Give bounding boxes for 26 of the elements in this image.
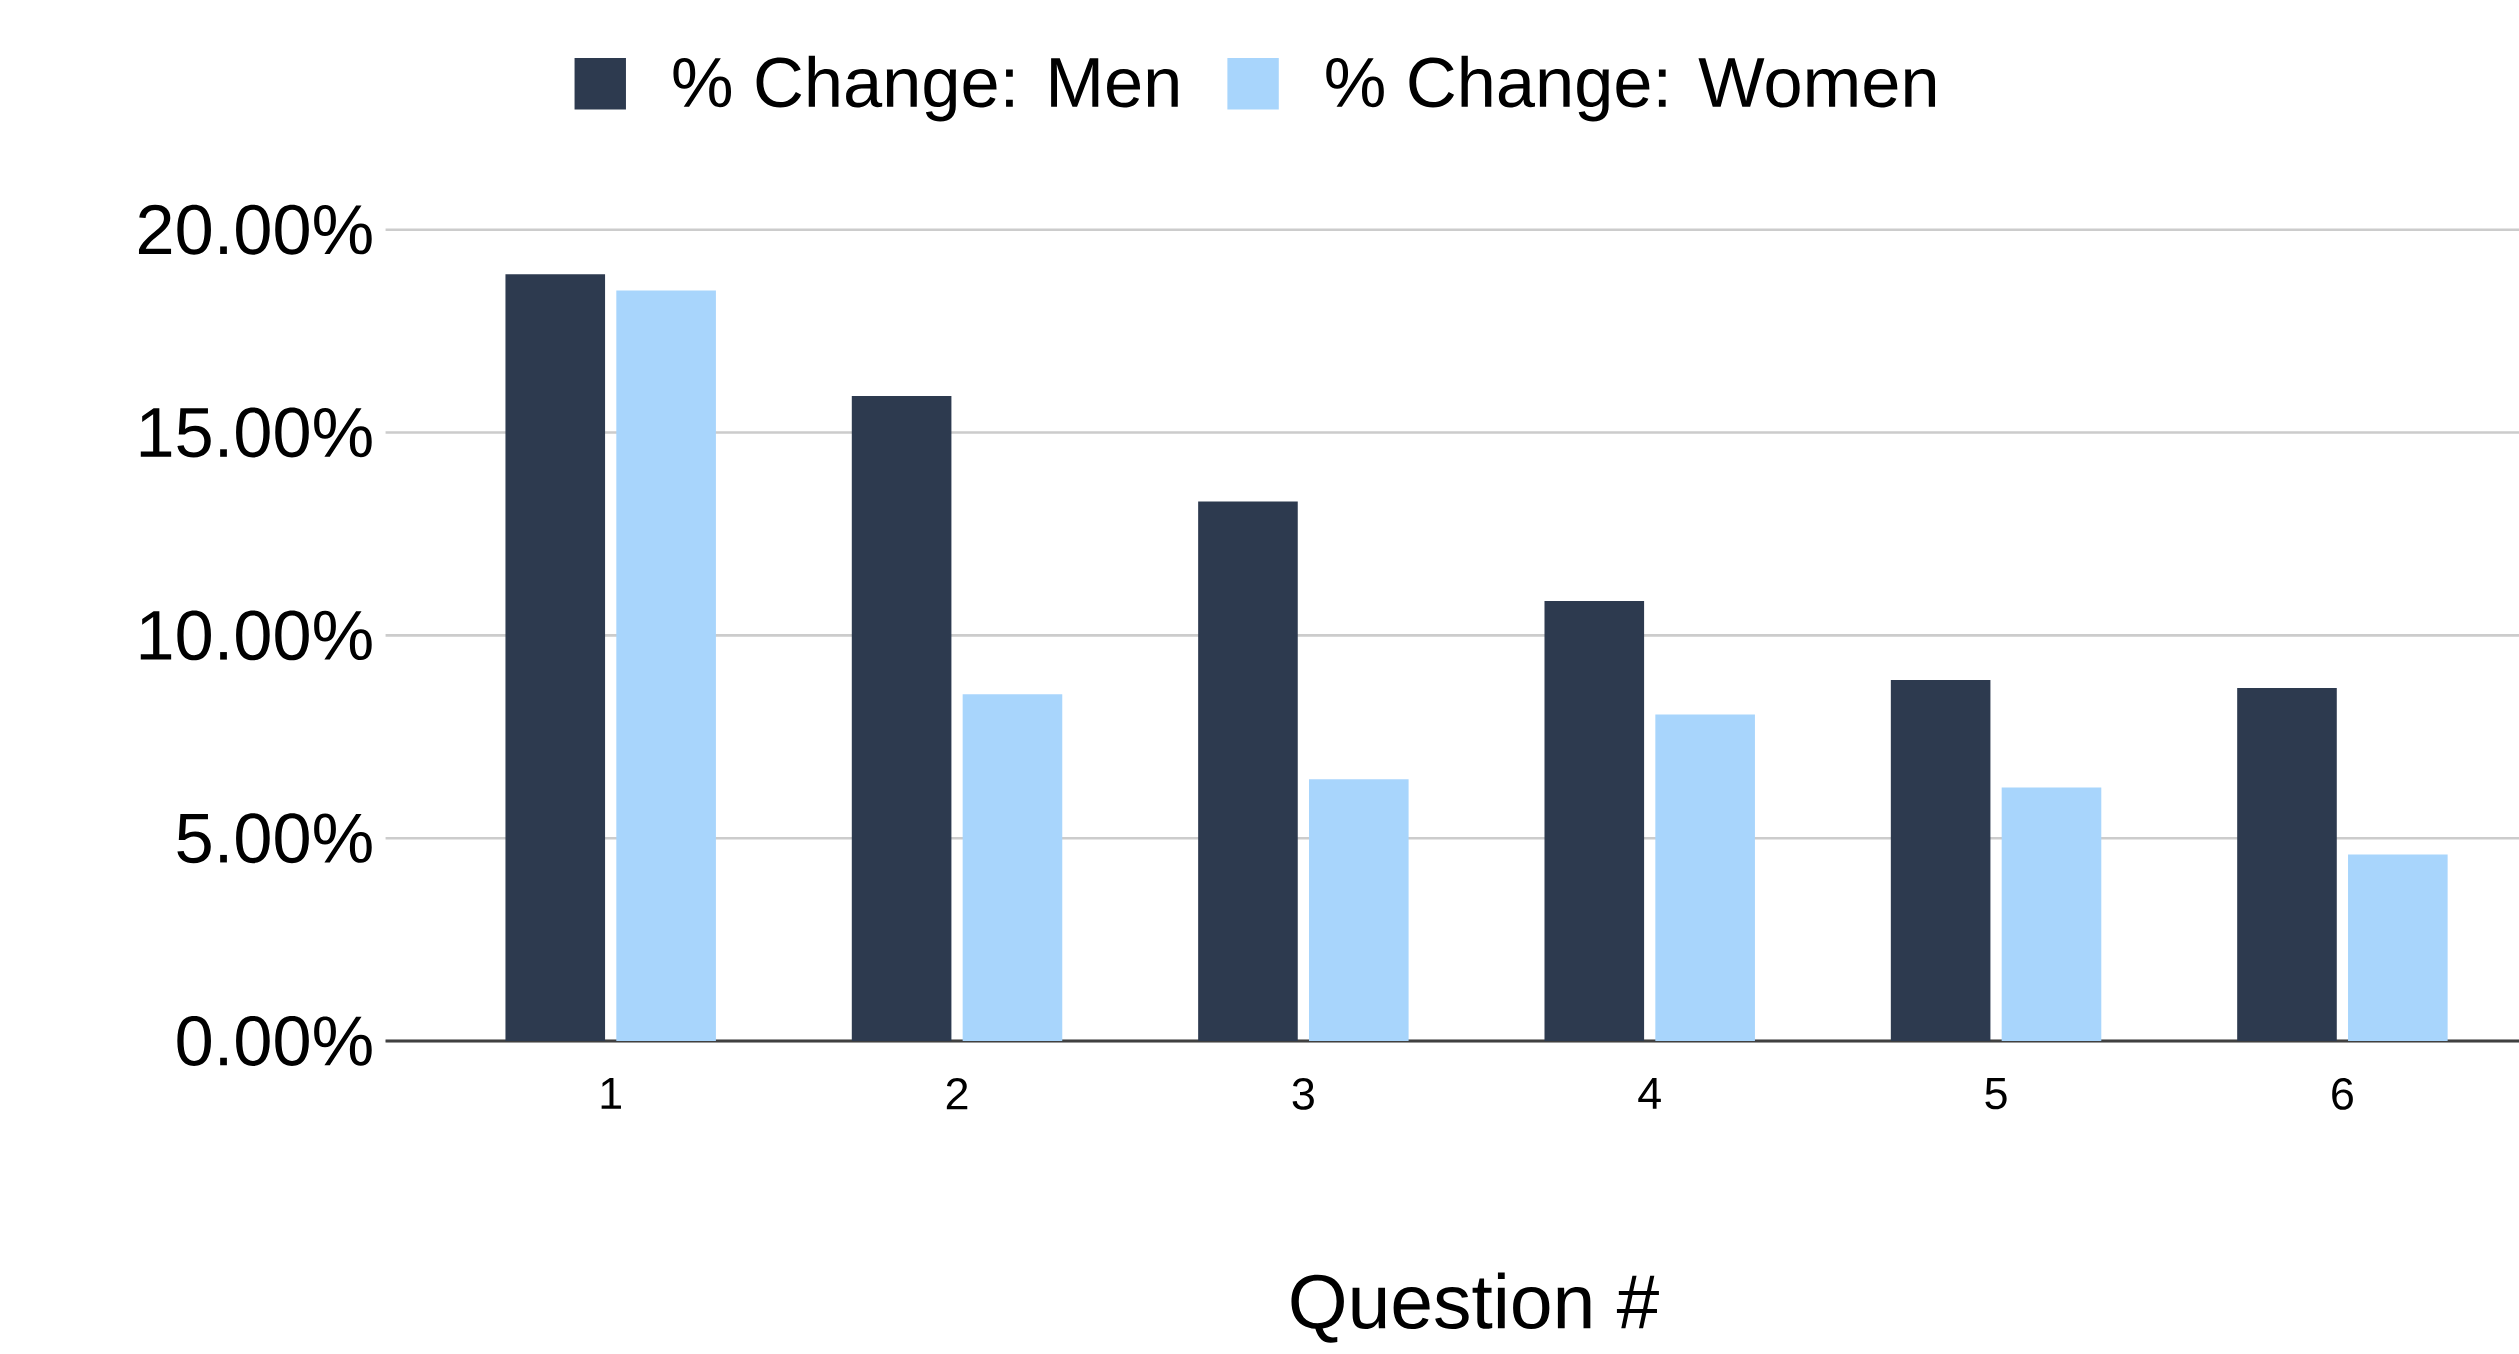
- bar: [2348, 854, 2448, 1041]
- bar: [1544, 600, 1645, 1041]
- bar: [1198, 501, 1298, 1041]
- y-tick-label: 15.00%: [140, 407, 372, 458]
- bar: [2237, 687, 2337, 1041]
- x-axis-title: Question #: [1291, 1272, 1659, 1343]
- bar: [962, 694, 1063, 1041]
- y-tick-label: 10.00%: [140, 610, 372, 661]
- legend-label: % Change: Women: [1326, 55, 1936, 122]
- bar: [616, 290, 716, 1041]
- y-tick-label: 5.00%: [177, 813, 372, 863]
- x-tick-label: 6: [2332, 1077, 2353, 1110]
- x-tick-label: 2: [946, 1077, 968, 1110]
- bar: [1890, 679, 1991, 1041]
- x-tick-label: 3: [1292, 1077, 1314, 1110]
- y-tick-label: 20.00%: [138, 204, 372, 255]
- bar: [505, 274, 606, 1041]
- bar: [851, 395, 952, 1041]
- bar: [1309, 779, 1409, 1041]
- bar: [1655, 714, 1755, 1041]
- bar: [2001, 787, 2102, 1041]
- x-tick-label: 5: [1985, 1077, 2007, 1110]
- x-tick-label: 1: [601, 1077, 621, 1109]
- y-tick-label: 0.00%: [177, 1015, 372, 1066]
- legend-label: % Change: Men: [673, 55, 1178, 122]
- x-tick-label: 4: [1638, 1077, 1661, 1109]
